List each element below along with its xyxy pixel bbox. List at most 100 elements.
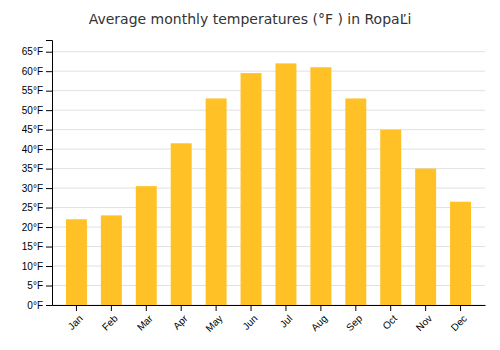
y-tick-label: 35°F: [22, 163, 43, 174]
bar: [380, 130, 401, 305]
bar: [415, 169, 436, 305]
y-tick-mark: [46, 149, 52, 150]
y-tick: 45°F: [22, 124, 52, 135]
x-tick-label: Apr: [171, 312, 190, 331]
x-tick-mark: [251, 305, 252, 311]
grid-line: [52, 90, 485, 91]
x-tick-label: Mar: [135, 312, 155, 332]
y-tick-mark: [46, 247, 52, 248]
x-tick-mark: [181, 305, 182, 311]
y-tick-mark: [46, 227, 52, 228]
bar: [206, 98, 227, 305]
x-tick-label: Dec: [449, 313, 469, 333]
y-tick: 20°F: [22, 222, 52, 233]
x-tick-mark: [216, 305, 217, 311]
y-tick-mark: [46, 286, 52, 287]
grid-line: [52, 149, 485, 150]
grid-line: [52, 129, 485, 130]
y-tick-label: 45°F: [22, 124, 43, 135]
y-tick: 0°F: [27, 300, 52, 311]
bar: [275, 63, 296, 305]
y-tick-mark: [46, 110, 52, 111]
y-tick-label: 50°F: [22, 105, 43, 116]
x-tick-label: Jan: [66, 313, 85, 332]
y-tick: 30°F: [22, 183, 52, 194]
x-tick: Mar: [135, 305, 155, 333]
x-tick-mark: [285, 305, 286, 311]
x-tick: Oct: [380, 305, 399, 332]
chart-container: Average monthly temperatures (°F ) in Ro…: [0, 0, 500, 350]
y-tick: 60°F: [22, 66, 52, 77]
x-tick-label: Aug: [309, 313, 329, 333]
x-tick: May: [203, 305, 224, 334]
y-tick-mark: [46, 169, 52, 170]
x-tick: Feb: [100, 305, 120, 333]
x-tick: Nov: [414, 305, 434, 333]
grid-line: [52, 71, 485, 72]
y-tick: 40°F: [22, 144, 52, 155]
bar: [101, 215, 122, 305]
y-tick: 50°F: [22, 105, 52, 116]
bar: [345, 98, 366, 305]
grid-line: [52, 110, 485, 111]
y-tick-mark: [46, 52, 52, 53]
x-tick-label: May: [203, 313, 224, 334]
bar: [66, 219, 87, 305]
x-tick-mark: [320, 305, 321, 311]
x-tick: Apr: [171, 305, 190, 332]
chart-title: Average monthly temperatures (°F ) in Ro…: [89, 11, 412, 27]
x-tick-label: Jun: [240, 313, 259, 332]
y-tick: 15°F: [22, 241, 52, 252]
y-tick: 65°F: [22, 46, 52, 57]
x-tick-mark: [355, 305, 356, 311]
y-tick-mark: [46, 188, 52, 189]
x-tick: Jul: [278, 305, 295, 330]
y-tick-label: 15°F: [22, 241, 43, 252]
grid: [52, 52, 485, 305]
y-tick-label: 20°F: [22, 222, 43, 233]
bars: [66, 63, 471, 305]
y-tick-mark: [46, 91, 52, 92]
x-tick-label: Nov: [414, 313, 434, 333]
x-tick: Jan: [66, 305, 85, 332]
x-tick-mark: [111, 305, 112, 311]
y-tick-mark: [46, 266, 52, 267]
y-axis: 0°F 5°F 10°F 15°F 20°F 25°F 30°F 35°F 40°F 45°F 50…: [22, 41, 53, 311]
y-tick-label: 30°F: [22, 183, 43, 194]
y-tick-label: 25°F: [22, 202, 43, 213]
x-tick-mark: [76, 305, 77, 311]
bar: [310, 67, 331, 305]
y-tick-label: 60°F: [22, 66, 43, 77]
bar: [241, 73, 262, 305]
x-tick-mark: [425, 305, 426, 311]
x-tick-label: Jul: [278, 313, 295, 330]
y-tick-mark: [46, 130, 52, 131]
y-tick-label: 55°F: [22, 85, 43, 96]
chart-svg: Average monthly temperatures (°F ) in Ro…: [0, 0, 500, 350]
x-tick-label: Oct: [380, 313, 399, 332]
y-tick-label: 0°F: [27, 300, 43, 311]
x-tick-mark: [390, 305, 391, 311]
y-tick-label: 40°F: [22, 144, 43, 155]
grid-line: [52, 51, 485, 52]
x-axis-line: [53, 305, 486, 306]
y-tick-mark: [46, 71, 52, 72]
y-tick-mark: [46, 305, 52, 306]
y-tick-label: 65°F: [22, 46, 43, 57]
y-tick-mark: [46, 208, 52, 209]
bar: [171, 143, 192, 305]
y-tick: 10°F: [22, 261, 52, 272]
y-tick-label: 10°F: [22, 261, 43, 272]
x-axis: Jan Feb Mar Apr May Jun Jul Aug Sep Oct Nov Dec: [53, 305, 486, 334]
x-tick-mark: [146, 305, 147, 311]
x-tick: Jun: [240, 305, 259, 332]
x-tick: Sep: [344, 305, 365, 333]
y-tick-label: 5°F: [27, 280, 43, 291]
plot-area: 0°F 5°F 10°F 15°F 20°F 25°F 30°F 35°F 40°F 45°F 50…: [22, 41, 486, 334]
x-tick-label: Sep: [344, 312, 365, 333]
x-tick-mark: [460, 305, 461, 311]
y-tick: 55°F: [22, 85, 52, 96]
bar: [136, 186, 157, 305]
y-tick: 25°F: [22, 202, 52, 213]
x-tick: Dec: [449, 305, 469, 333]
